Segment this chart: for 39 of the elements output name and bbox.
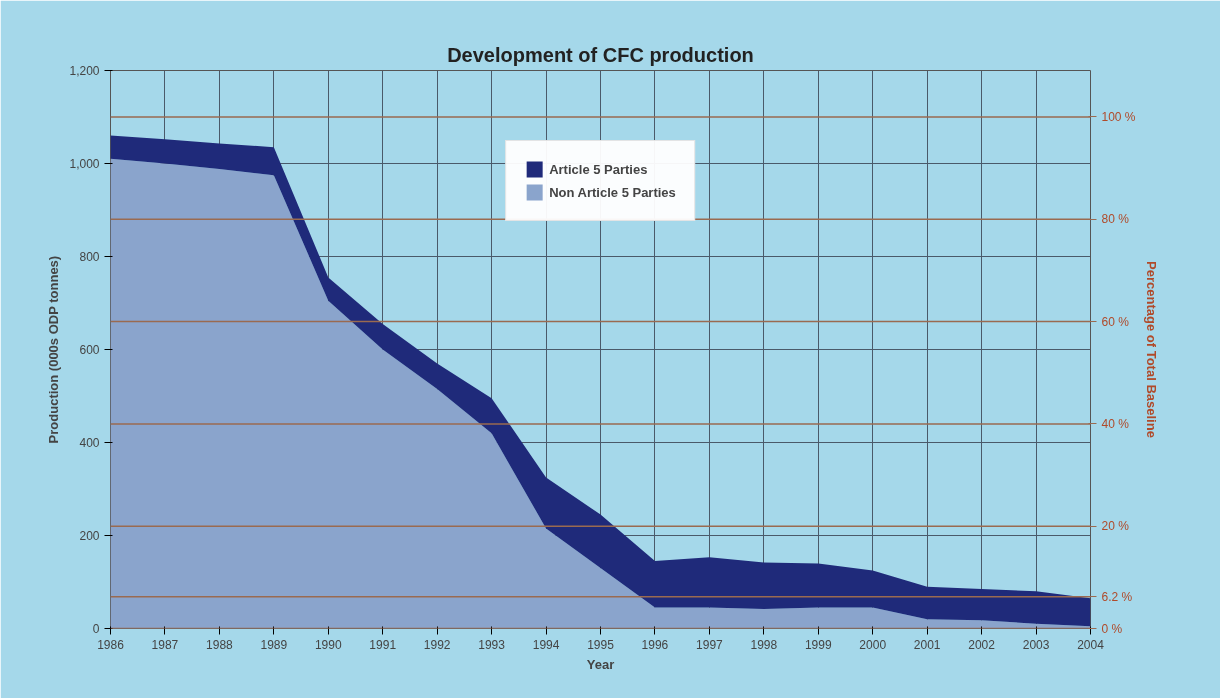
x-tick-label: 2004 xyxy=(1077,637,1105,652)
x-tick-label: 1988 xyxy=(206,637,234,652)
y-tick-label: 200 xyxy=(79,529,100,543)
x-tick-label: 2002 xyxy=(968,637,996,652)
y2-tick-label: 20 % xyxy=(1101,519,1130,534)
y2-tick-label: 80 % xyxy=(1101,212,1130,227)
y-tick-label: 0 xyxy=(92,622,100,636)
x-tick-label: 1999 xyxy=(804,637,832,652)
y-tick-label: 600 xyxy=(79,343,100,357)
y2-tick-label: 0 % xyxy=(1101,621,1123,636)
x-tick-label: 1990 xyxy=(314,637,342,652)
y2-axis-title: Percentage of Total Baseline xyxy=(1143,261,1159,438)
x-tick-label: 1986 xyxy=(97,637,125,652)
y-tick-label: 1,200 xyxy=(69,64,100,78)
legend-label: Article 5 Parties xyxy=(549,161,648,177)
y-tick-label: 400 xyxy=(79,436,100,450)
x-tick-label: 1993 xyxy=(478,637,506,652)
y-tick-label: 1,000 xyxy=(69,157,100,171)
y-axis-title: Production (000s ODP tonnes) xyxy=(46,255,62,444)
y-tick-label: 800 xyxy=(79,250,100,264)
y2-tick-label: 100 % xyxy=(1101,110,1136,124)
chart-title: Development of CFC production xyxy=(447,43,754,66)
y2-tick-label: 40 % xyxy=(1101,416,1130,431)
x-axis-title: Year xyxy=(586,656,615,672)
x-tick-label: 1992 xyxy=(423,637,451,652)
x-tick-label: 1997 xyxy=(696,637,724,652)
x-tick-label: 2003 xyxy=(1022,637,1050,652)
x-tick-label: 1991 xyxy=(369,637,397,652)
y2-tick-label: 6.2 % xyxy=(1101,589,1133,604)
x-tick-label: 2000 xyxy=(859,637,887,652)
legend-label: Non Article 5 Parties xyxy=(549,184,676,200)
x-tick-label: 1989 xyxy=(260,637,288,652)
x-tick-label: 1994 xyxy=(532,637,560,652)
x-tick-label: 1998 xyxy=(750,637,778,652)
x-tick-label: 1995 xyxy=(587,637,615,652)
x-tick-label: 2001 xyxy=(913,637,941,652)
x-tick-label: 1996 xyxy=(641,637,669,652)
x-tick-label: 1987 xyxy=(151,637,179,652)
y2-tick-label: 60 % xyxy=(1101,314,1130,329)
